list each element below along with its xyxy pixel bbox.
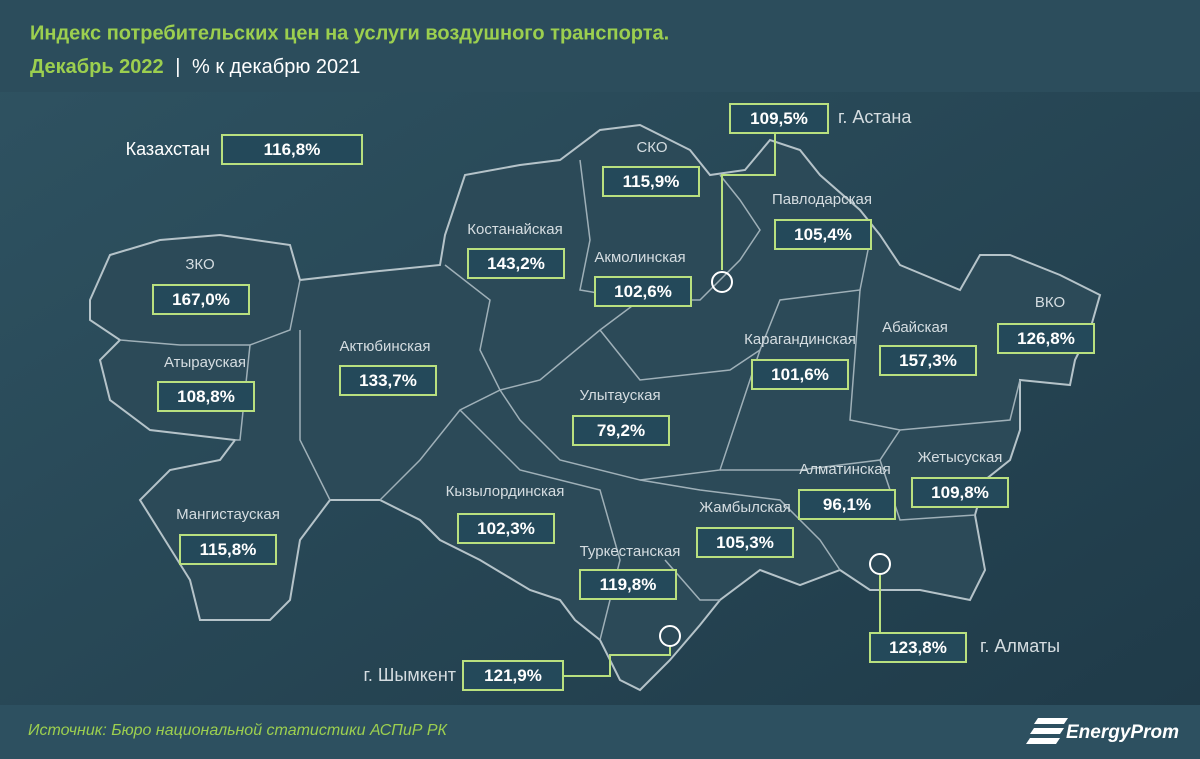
value-box — [594, 276, 692, 307]
region-name: Павлодарская — [772, 191, 872, 208]
value-label: 102,3% — [477, 519, 535, 538]
region-border — [639, 479, 841, 571]
region-name: ВКО — [1035, 294, 1065, 311]
value-box — [798, 489, 896, 520]
value-box — [221, 134, 363, 165]
region-name: Жамбылская — [699, 499, 791, 516]
country-name: Казахстан — [126, 139, 210, 159]
value-box — [879, 345, 977, 376]
value-box — [467, 248, 565, 279]
value-box — [457, 513, 555, 544]
value-label: 121,9% — [484, 666, 542, 685]
value-label: 101,6% — [771, 365, 829, 384]
value-label: 123,8% — [889, 638, 947, 657]
value-label: 109,5% — [750, 109, 808, 128]
region-border — [879, 459, 976, 521]
map — [89, 123, 1102, 692]
value-label: 143,2% — [487, 254, 545, 273]
city-name: г. Астана — [838, 107, 912, 127]
value-label: 102,6% — [614, 282, 672, 301]
value-label: 109,8% — [931, 483, 989, 502]
city-name: г. Алматы — [980, 636, 1060, 656]
region-border — [499, 174, 761, 391]
region-border — [299, 330, 331, 501]
value-box — [572, 415, 670, 446]
region-name: Улытауская — [579, 387, 660, 404]
city-marker — [869, 553, 891, 575]
city-name: г. Шымкент — [364, 665, 456, 685]
value-box — [729, 103, 829, 134]
region-border — [720, 429, 901, 471]
value-label: 126,8% — [1017, 329, 1075, 348]
connector — [563, 647, 671, 677]
region-name: Мангистауская — [176, 506, 280, 523]
region-name: СКО — [636, 139, 667, 156]
value-box — [152, 284, 250, 315]
subtitle-separator: | — [175, 56, 180, 78]
footer-band — [0, 705, 1200, 759]
country-outline — [89, 123, 1102, 692]
header-band — [0, 0, 1200, 92]
value-label: 105,4% — [794, 225, 852, 244]
value-label: 116,8% — [264, 140, 321, 159]
region-name: Актюбинская — [340, 338, 431, 355]
value-box — [774, 219, 872, 250]
value-label: 133,7% — [359, 371, 417, 390]
value-box — [579, 569, 677, 600]
value-label: 115,8% — [200, 540, 257, 559]
value-label: 96,1% — [823, 495, 871, 514]
region-name: Алматинская — [799, 461, 890, 478]
value-label: 157,3% — [899, 351, 957, 370]
region-name: Акмолинская — [594, 249, 685, 266]
value-box — [911, 477, 1009, 508]
subtitle: Декабрь 2022 | % к декабрю 2021 — [30, 56, 360, 78]
region-name: Туркестанская — [580, 543, 681, 560]
value-box — [462, 660, 564, 691]
region-name: Карагандинская — [744, 331, 856, 348]
logo: EnergyProm — [1026, 718, 1179, 744]
value-label: 108,8% — [177, 387, 235, 406]
value-label: 105,3% — [716, 533, 774, 552]
value-box — [997, 323, 1095, 354]
value-label: 167,0% — [172, 290, 230, 309]
region-name: Жетысуская — [918, 449, 1003, 466]
title: Индекс потребительских цен на услуги воз… — [30, 22, 669, 44]
value-box — [157, 381, 255, 412]
source: Источник: Бюро национальной статистики А… — [28, 722, 449, 739]
region-name: Атырауская — [164, 354, 246, 371]
connector — [721, 133, 776, 270]
value-box — [696, 527, 794, 558]
value-label: 115,9% — [623, 172, 680, 191]
city-marker — [711, 271, 733, 293]
value-box — [751, 359, 849, 390]
value-box — [602, 166, 700, 197]
value-label: 119,8% — [600, 575, 657, 594]
city-marker — [659, 625, 681, 647]
logo-text: EnergyProm — [1066, 722, 1179, 743]
subtitle-period: Декабрь 2022 — [30, 56, 164, 78]
region-name: Костанайская — [467, 221, 563, 238]
region-name: Абайская — [882, 319, 948, 336]
value-box — [339, 365, 437, 396]
subtitle-unit: % к декабрю 2021 — [192, 56, 360, 78]
region-border — [235, 344, 251, 441]
labels: Казахстан 116,8% СКО 115,9% Павлодарская 105,… — [126, 103, 1095, 691]
region-name: ЗКО — [185, 256, 214, 273]
value-label: 79,2% — [597, 421, 645, 440]
value-box — [179, 534, 277, 565]
region-name: Кызылординская — [446, 483, 565, 500]
value-box — [869, 632, 967, 663]
logo-icon — [1026, 718, 1068, 744]
